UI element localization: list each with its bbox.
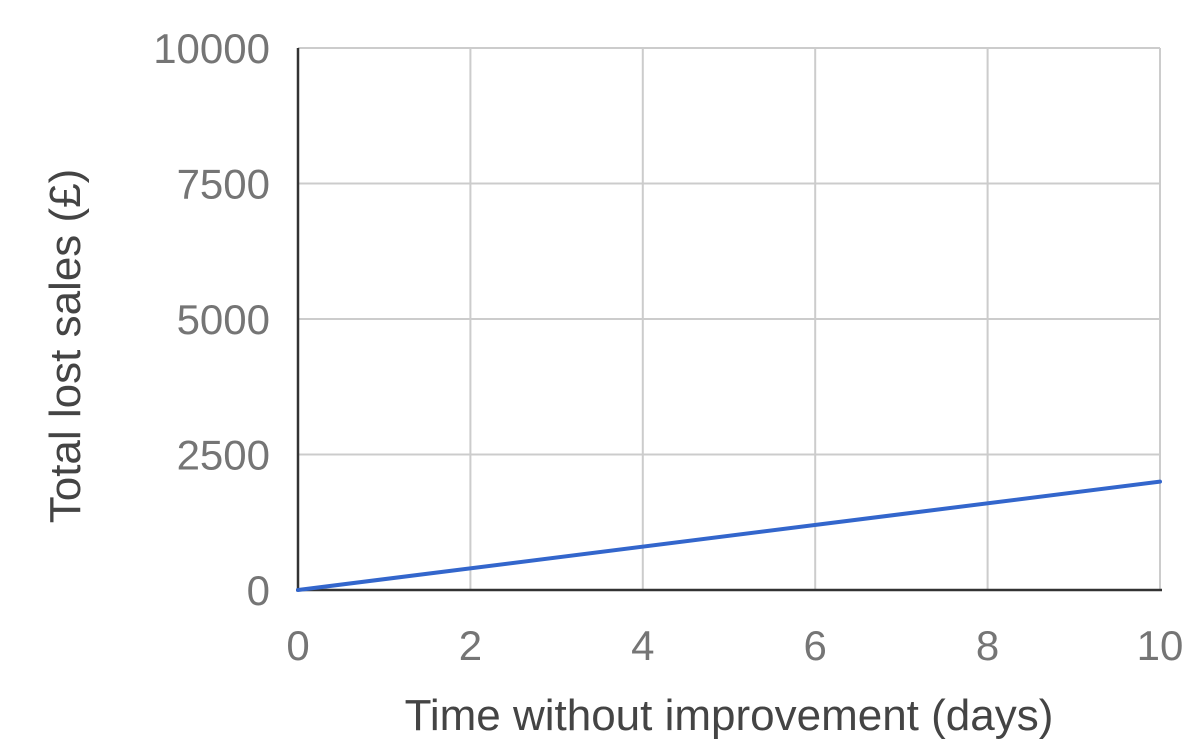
y-axis-ticks: 0 2500 5000 7500 10000: [153, 25, 270, 614]
y-axis-title: Total lost sales (£): [41, 169, 90, 524]
x-axis-title: Time without improvement (days): [405, 691, 1054, 740]
series-group: [296, 479, 1162, 592]
x-tick-label: 2: [459, 622, 482, 669]
x-tick-label: 0: [286, 622, 309, 669]
series-line-0: [296, 479, 1162, 592]
x-tick-label: 8: [976, 622, 999, 669]
x-tick-label: 6: [804, 622, 827, 669]
axes: [296, 48, 1162, 592]
x-axis-ticks: 0 2 4 6 8 10: [286, 622, 1183, 669]
y-tick-label: 10000: [153, 25, 270, 72]
x-tick-label: 10: [1137, 622, 1184, 669]
x-tick-label: 4: [631, 622, 654, 669]
y-tick-label: 0: [247, 567, 270, 614]
y-tick-label: 5000: [177, 296, 270, 343]
grid-lines: [298, 47, 1161, 590]
y-tick-label: 7500: [177, 161, 270, 208]
y-tick-label: 2500: [177, 432, 270, 479]
